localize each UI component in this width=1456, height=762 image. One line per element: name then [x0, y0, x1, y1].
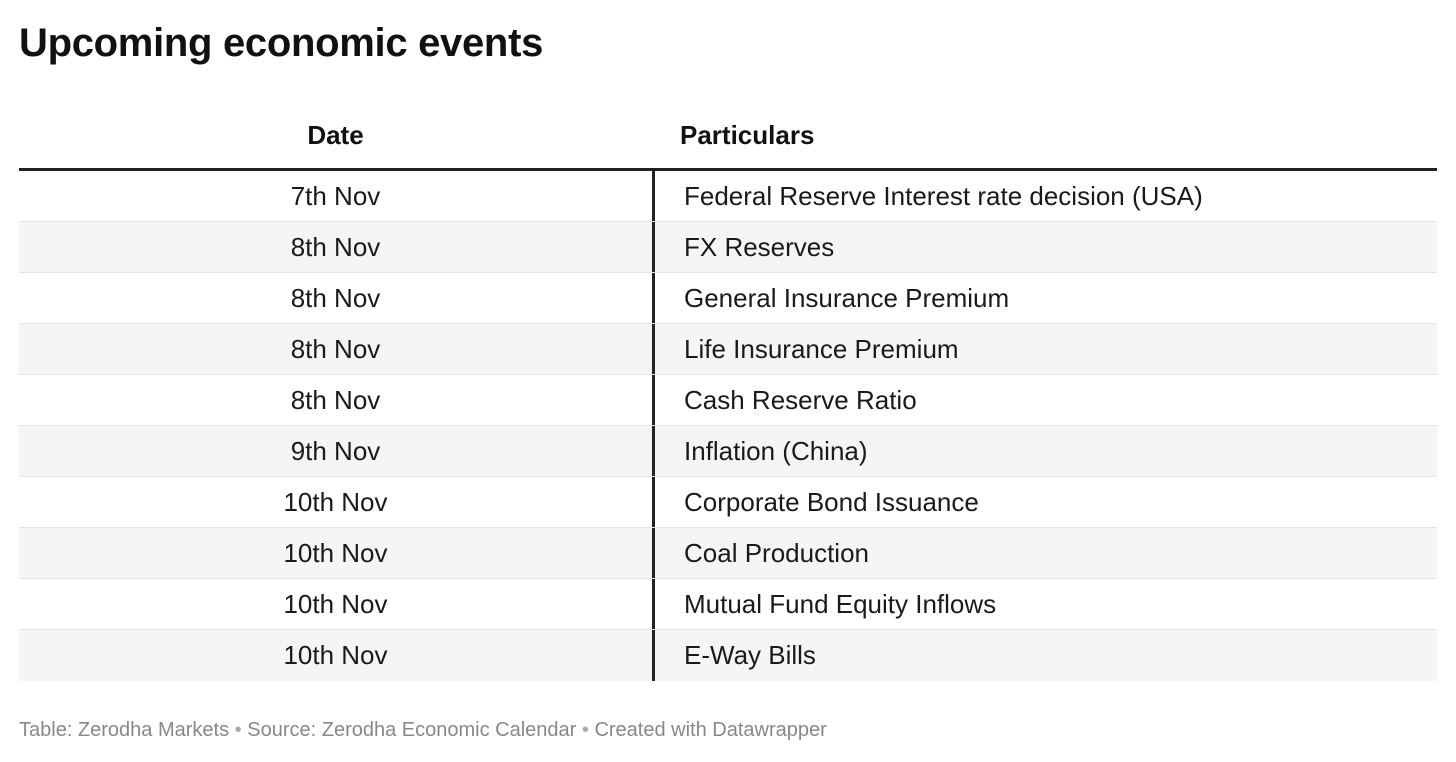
particulars-cell: Cash Reserve Ratio — [652, 375, 1437, 425]
table-row: 8th Nov General Insurance Premium — [19, 273, 1437, 324]
table-header-row: Date Particulars — [19, 102, 1437, 171]
date-cell: 10th Nov — [283, 589, 388, 619]
events-table: Date Particulars 7th Nov Federal Reserve… — [19, 102, 1437, 681]
particulars-cell: Mutual Fund Equity Inflows — [652, 579, 1437, 629]
page-title: Upcoming economic events — [19, 21, 544, 65]
table-row: 10th Nov Mutual Fund Equity Inflows — [19, 579, 1437, 630]
particulars-cell: Corporate Bond Issuance — [652, 477, 1437, 527]
column-header-date[interactable]: Date — [307, 120, 364, 150]
date-cell: 8th Nov — [290, 232, 381, 262]
table-row: 8th Nov Life Insurance Premium — [19, 324, 1437, 375]
date-cell: 10th Nov — [283, 640, 388, 670]
table-row: 7th Nov Federal Reserve Interest rate de… — [19, 171, 1437, 222]
table-row: 8th Nov Cash Reserve Ratio — [19, 375, 1437, 426]
source-credit: Source: Zerodha Economic Calendar — [247, 719, 577, 741]
footer-separator: • — [234, 719, 242, 741]
date-cell: 8th Nov — [290, 283, 381, 313]
date-cell: 10th Nov — [283, 487, 388, 517]
particulars-cell: E-Way Bills — [652, 630, 1437, 681]
table-footer: Table: Zerodha Markets • Source: Zerodha… — [19, 714, 827, 746]
date-cell: 8th Nov — [290, 385, 381, 415]
date-cell: 9th Nov — [290, 436, 381, 466]
particulars-cell: Federal Reserve Interest rate decision (… — [652, 171, 1437, 221]
date-cell: 10th Nov — [283, 538, 388, 568]
table-credit: Table: Zerodha Markets — [19, 719, 230, 741]
footer-separator: • — [581, 719, 589, 741]
particulars-cell: Inflation (China) — [652, 426, 1437, 476]
table-row: 10th Nov Coal Production — [19, 528, 1437, 579]
date-cell: 7th Nov — [290, 181, 381, 211]
date-cell: 8th Nov — [290, 334, 381, 364]
particulars-cell: Life Insurance Premium — [652, 324, 1437, 374]
table-row: 10th Nov Corporate Bond Issuance — [19, 477, 1437, 528]
particulars-cell: Coal Production — [652, 528, 1437, 578]
datawrapper-credit[interactable]: Created with Datawrapper — [594, 719, 827, 741]
particulars-cell: FX Reserves — [652, 222, 1437, 272]
table-row: 8th Nov FX Reserves — [19, 222, 1437, 273]
column-header-particulars[interactable]: Particulars — [680, 120, 815, 150]
particulars-cell: General Insurance Premium — [652, 273, 1437, 323]
table-row: 9th Nov Inflation (China) — [19, 426, 1437, 477]
table-row: 10th Nov E-Way Bills — [19, 630, 1437, 681]
